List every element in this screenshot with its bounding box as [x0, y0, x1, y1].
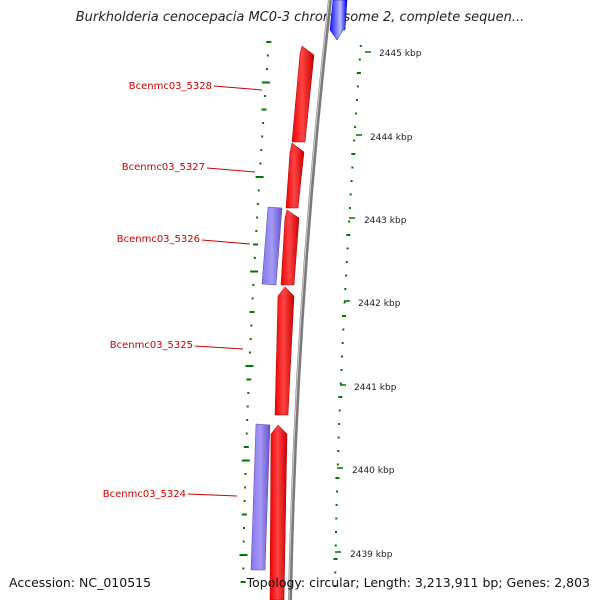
topology-summary: Topology: circular; Length: 3,213,911 bp…: [246, 575, 590, 590]
gene-feature-bcenmc03-5326: [280, 209, 300, 286]
gene-label: Bcenmc03_5326: [117, 234, 200, 245]
gene-label-leader-5328: [213, 85, 263, 91]
scale-tick-label: 2444 kbp: [370, 133, 413, 143]
scale-tick-label: 2443 kbp: [364, 216, 407, 226]
gene-label-leader-5327: [206, 167, 256, 173]
gc-content-track-right: [333, 45, 362, 587]
chromosome-backbone-highlight: [288, 0, 330, 600]
gene-feature-reverse-2: [250, 423, 271, 571]
gene-label: Bcenmc03_5324: [103, 489, 186, 500]
chromosome-backbone: [288, 0, 332, 600]
scale-tick-label: 2445 kbp: [379, 49, 422, 59]
scale-tick-label: 2439 kbp: [350, 550, 393, 560]
gene-label-leader-5326: [201, 239, 251, 245]
gene-feature-reverse-1: [261, 206, 283, 286]
gene-label-leader-5325: [194, 345, 244, 350]
gene-label-leader-5324: [187, 493, 238, 497]
accession-text: Accession: NC_010515: [9, 575, 152, 590]
gene-feature-bcenmc03-5325: [274, 286, 295, 416]
map-title: Burkholderia cenocepacia MC0-3 chromosom…: [75, 10, 525, 25]
gc-skew-track-left: [239, 41, 272, 583]
gene-feature-bcenmc03-5328: [291, 45, 315, 143]
scale-tick-label: 2441 kbp: [354, 383, 397, 393]
gene-label: Bcenmc03_5325: [110, 340, 193, 351]
gene-label: Bcenmc03_5327: [122, 162, 205, 173]
scale-tick-label: 2442 kbp: [358, 299, 401, 309]
gene-feature-blue: [329, 0, 348, 41]
gene-feature-bcenmc03-5324: [269, 424, 288, 600]
gene-feature-bcenmc03-5327: [285, 142, 305, 209]
gene-label: Bcenmc03_5328: [129, 81, 212, 92]
scale-tick-label: 2440 kbp: [352, 466, 395, 476]
